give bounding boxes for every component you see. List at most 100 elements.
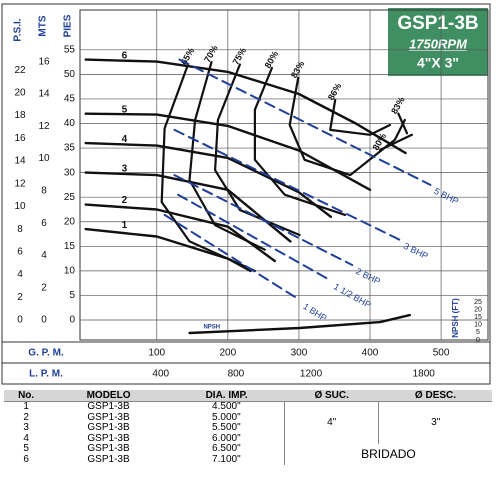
y2-tick-label: 5: [476, 329, 480, 336]
y-tick-label: 55: [64, 44, 76, 55]
impeller-curve: [84, 171, 292, 243]
y-tick-label: 50: [64, 69, 76, 80]
efficiency-curve: [288, 76, 406, 177]
cell: GSP1-3B: [87, 432, 130, 444]
cell: 3": [378, 401, 492, 444]
curve-label: NPSH: [203, 325, 220, 331]
cell: 7.100": [212, 453, 241, 465]
chart: GSP1-3B 1750RPM 4"X 3" P.S.I. MTS PIES G…: [1, 3, 491, 385]
mts-tick-label: 14: [38, 89, 50, 100]
curve-label: 70%: [202, 43, 220, 64]
bhp-curve: [177, 193, 332, 282]
curve-label: 83%: [389, 95, 407, 116]
mts-tick-label: 10: [38, 153, 50, 164]
bhp-curve: [163, 213, 301, 301]
curve-label: 80%: [263, 49, 281, 70]
y-tick-label: 25: [64, 192, 76, 203]
x2-tick-label: 800: [228, 369, 245, 380]
psi-label: P.S.I.: [13, 18, 24, 41]
curve-label: 3 BHP: [402, 241, 430, 261]
x-tick-label: 500: [433, 348, 450, 359]
cell: GSP1-3B: [87, 401, 130, 412]
cell: 5.500": [212, 422, 241, 433]
y-tick-label: 10: [64, 266, 76, 277]
mts-tick-label: 6: [41, 218, 47, 229]
curve-label: 2: [122, 195, 128, 206]
title-box: [388, 8, 488, 76]
efficiency-curve: [160, 63, 256, 272]
curve-label: 5 BHP: [432, 186, 460, 207]
efficiency-curve: [397, 112, 409, 135]
psi-tick-label: 12: [14, 178, 26, 189]
x2-tick-label: 1200: [300, 369, 323, 380]
x-tick-label: 200: [220, 348, 237, 359]
cell: 4": [283, 401, 379, 444]
mts-tick-label: 16: [38, 56, 50, 67]
y-tick-label: 15: [64, 241, 76, 252]
y-tick-label: 20: [64, 216, 76, 227]
psi-tick-label: 18: [14, 110, 26, 121]
x2-tick-label: 1800: [413, 369, 436, 380]
impeller-curve: [84, 227, 252, 273]
title: GSP1-3B: [397, 13, 478, 34]
psi-tick-label: 14: [14, 156, 26, 167]
cell: GSP1-3B: [87, 422, 130, 433]
curve-label: 75%: [231, 46, 249, 67]
mts-tick-label: 4: [41, 250, 47, 261]
curve-label: 1: [122, 220, 128, 231]
y2-label: NPSH (FT): [451, 298, 460, 338]
cell: 4: [23, 432, 29, 444]
psi-tick-label: 0: [17, 315, 23, 326]
y-tick-label: 40: [64, 118, 76, 129]
plot-border: [79, 9, 489, 341]
bhp-curve: [173, 174, 354, 266]
cell: 6: [23, 453, 29, 465]
mts-tick-label: 0: [41, 315, 47, 326]
cell: 5: [23, 443, 29, 454]
npsh-curve: [188, 313, 411, 335]
subtitle: 1750RPM: [409, 36, 468, 51]
y-tick-label: 0: [69, 315, 75, 326]
header: No.: [4, 390, 49, 402]
impeller-curve: [84, 112, 372, 191]
frame: [1, 3, 491, 385]
header: DIA. IMP.: [168, 390, 285, 402]
bhp-curve: [173, 128, 401, 241]
y-tick-label: 5: [69, 290, 75, 301]
cell: 6.000": [212, 432, 241, 444]
y2-tick-label: 20: [474, 306, 482, 313]
psi-tick-label: 10: [14, 201, 26, 212]
impeller-curve: [84, 58, 407, 155]
cell: BRIDADO: [283, 444, 492, 465]
psi-tick-label: 16: [14, 133, 26, 144]
header: MODELO: [48, 390, 169, 402]
psi-tick-label: 8: [17, 224, 23, 235]
x2-tick-label: 400: [152, 369, 169, 380]
mts-label: MTS: [38, 15, 49, 36]
header: Ø DESC.: [378, 390, 492, 402]
spec-table: No. MODELO DIA. IMP. Ø SUC. Ø DESC. 1 GSP…: [4, 390, 492, 465]
cell: 3: [23, 422, 29, 433]
y2-tick-label: 0: [476, 337, 480, 344]
y-tick-label: 30: [64, 167, 76, 178]
efficiency-curve: [378, 133, 413, 152]
cell: GSP1-3B: [87, 411, 130, 423]
y-tick-label: 45: [64, 94, 76, 105]
cell: 5.000": [212, 411, 241, 423]
curve-label: 4: [122, 134, 128, 145]
efficiency-curve: [329, 98, 391, 136]
psi-tick-label: 22: [14, 65, 26, 76]
x2-label: L. P. M.: [29, 369, 63, 380]
psi-tick-label: 20: [14, 88, 26, 99]
cell: GSP1-3B: [87, 453, 130, 465]
y-label: PIES: [63, 14, 74, 37]
psi-tick-label: 6: [17, 247, 23, 258]
y2-tick-label: 25: [474, 299, 482, 306]
cell: 2: [23, 411, 29, 423]
x-label: G. P. M.: [28, 348, 64, 359]
cell: 1: [23, 401, 29, 412]
curve-label: 2 BHP: [354, 266, 382, 287]
mts-tick-label: 2: [41, 282, 47, 293]
mts-tick-label: 12: [38, 121, 50, 132]
curve-label: 5: [122, 104, 128, 115]
